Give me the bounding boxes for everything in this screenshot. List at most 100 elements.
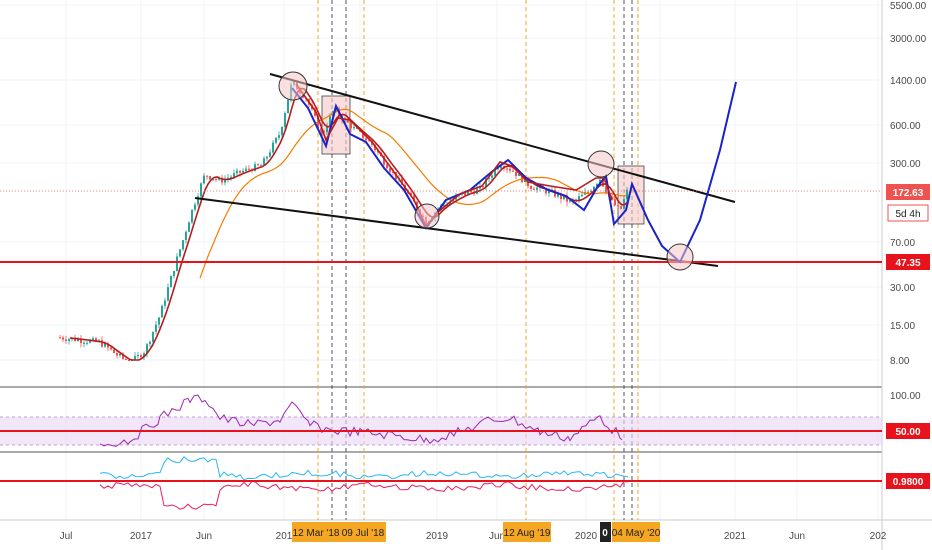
candle-body [314,109,316,116]
candle-body [281,126,283,136]
candle-body [497,168,499,170]
candle-body [161,305,163,318]
candle-body [278,135,280,138]
candle-body [365,138,367,141]
date-highlight-text: 09 Jul '18 [342,528,385,539]
candle-body [134,356,136,360]
candle-body [164,300,166,306]
price-tick-label: 8.00 [890,356,910,367]
time-label: 201 [276,531,293,542]
time-label: 2021 [724,531,747,542]
candle-body [620,206,622,209]
candle-body [101,340,103,347]
support-price-badge [886,254,930,270]
candle-body [488,177,490,179]
candle-body [77,339,79,342]
candle-body [389,168,391,172]
candle-body [500,166,502,169]
candle-body [83,342,85,344]
candle-body [80,339,82,344]
candlestick-series [59,80,628,361]
candle-body [323,131,325,133]
candle-body [512,170,514,172]
price-axis[interactable]: 5500.00 3000.00 1400.00 600.00 300.00 70.00 30… [890,1,927,402]
candle-body [206,175,208,177]
candle-body [329,116,331,127]
oscillator-level-badge-text: 50.00 [895,427,920,438]
candle-body [224,178,226,183]
date-highlight-badge [292,522,340,542]
candle-body [92,338,94,340]
candle-body [530,186,532,189]
candle-body [467,191,469,196]
price-tick-label: 5500.00 [890,1,927,12]
wedge-lower-line[interactable] [194,197,719,267]
candle-body [74,337,76,342]
candle-body [245,168,247,171]
candle-body [506,168,508,170]
candle-body [194,204,196,210]
candle-body [221,178,223,183]
candle-body [569,200,571,202]
candle-body [176,256,178,271]
candle-body [368,140,370,142]
candle-body [326,126,328,133]
candle-body [197,196,199,205]
candle-body [254,164,256,171]
time-label: 2017 [130,531,153,542]
candle-body [212,179,214,181]
candle-body [524,178,526,183]
oscillator-tick-label: 100.00 [890,391,921,402]
date-highlight-badge [340,522,386,542]
candle-body [560,193,562,200]
candle-body [137,354,139,357]
fast-moving-average [69,87,629,361]
candle-body [173,270,175,277]
candle-body [536,187,538,190]
candle-body [149,341,151,345]
candle-body [59,337,61,339]
countdown-badge-text: 5d 4h [895,209,920,220]
candle-body [347,118,349,123]
candle-body [146,344,148,354]
candle-body [626,189,628,200]
time-label: Jul [60,531,73,542]
candle-body [113,349,115,354]
wedge-upper-line[interactable] [269,73,736,203]
candle-body [269,152,271,157]
candle-body [110,347,112,350]
candle-body [587,192,589,194]
date-highlight-text: 12 Mar '18 [293,528,340,539]
candle-body [119,353,121,356]
oscillator-line [99,394,623,447]
candle-body [353,126,355,129]
candle-body [95,338,97,342]
candle-body [386,164,388,169]
price-tick-label: 30.00 [890,283,915,294]
current-price-badge [886,184,930,200]
circle-highlight [278,71,308,101]
candle-body [227,177,229,179]
candle-body [605,186,607,194]
time-label: Jun [196,531,212,542]
candle-body [191,209,193,223]
cursor-date-badge [600,522,611,542]
candle-body [188,222,190,232]
candle-body [242,170,244,173]
candle-body [182,240,184,250]
candle-body [521,174,523,183]
candle-body [599,179,601,185]
candle-body [596,184,598,187]
candle-body [617,205,619,207]
candle-body [464,192,466,196]
candle-body [581,194,583,197]
candle-body [557,193,559,197]
candle-body [158,317,160,325]
candle-body [443,204,445,206]
slow-moving-average [199,108,627,279]
time-axis[interactable]: Jul 2017 Jun 201 2019 Jun 2020 2021 Jun … [60,522,887,542]
date-highlight-text: 04 May '20 [612,528,661,539]
candle-body [143,353,145,358]
candle-body [65,339,67,342]
